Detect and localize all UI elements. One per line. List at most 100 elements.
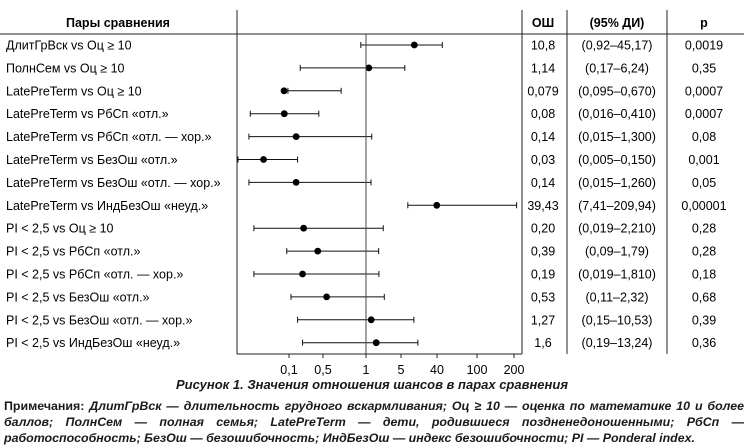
or-value: 1,27	[531, 313, 555, 327]
or-value: 0,53	[531, 290, 555, 304]
ci-value: (7,41–209,94)	[578, 199, 656, 213]
forest-row: LatePreTerm vs БезОш «отл. — хор.» 0,14 (0…	[6, 176, 716, 190]
forest-row: PI < 2,5 vs РбСп «отл. — хор.» 0,19 (0,019…	[6, 268, 716, 282]
ci-value: (0,005–0,150)	[578, 153, 656, 167]
forest-row: PI < 2,5 vs Оц ≥ 10 0,20 (0,019–2,210) 0,28	[6, 222, 716, 236]
ci-value: (0,015–1,260)	[578, 176, 656, 190]
x-tick-label: 0,1	[280, 363, 297, 377]
p-value: 0,0007	[685, 84, 723, 98]
row-label: LatePreTerm vs БезОш «отл. — хор.»	[6, 176, 221, 190]
or-point	[365, 64, 373, 72]
row-label: PI < 2,5 vs БезОш «отл. — хор.»	[6, 313, 192, 327]
or-point	[300, 224, 308, 232]
or-point	[410, 41, 418, 49]
header-or: ОШ	[532, 16, 554, 30]
header-p: p	[700, 16, 708, 30]
x-tick-label: 5	[398, 363, 405, 377]
ci-value: (0,11–2,32)	[585, 290, 648, 304]
figure-notes: Примечания: ДлитГрВск — длительность гру…	[4, 398, 744, 446]
figure-caption: Рисунок 1. Значения отношения шансов в п…	[175, 377, 568, 392]
or-value: 1,14	[531, 61, 555, 75]
notes-text: ДлитГрВск — длительность грудного вскарм…	[4, 399, 744, 445]
forest-row: PI < 2,5 vs БезОш «отл.» 0,53 (0,11–2,32) 0…	[6, 290, 716, 304]
x-tick-label: 100	[467, 363, 488, 377]
or-point	[260, 156, 267, 163]
forest-row: PI < 2,5 vs РбСп «отл.» 0,39 (0,09–1,79) 0,…	[6, 245, 716, 259]
row-label: PI < 2,5 vs РбСп «отл. — хор.»	[6, 268, 183, 282]
p-value: 0,08	[692, 130, 716, 144]
p-value: 0,28	[692, 222, 716, 236]
forest-row: LatePreTerm vs ИндБезОш «неуд.» 39,43 (7,4…	[6, 199, 727, 213]
or-value: 39,43	[527, 199, 558, 213]
or-point	[314, 247, 322, 255]
column-headers: Пары сравнения ОШ (95% ДИ) p	[66, 16, 708, 30]
p-value: 0,68	[692, 290, 716, 304]
header-ci: (95% ДИ)	[590, 16, 645, 30]
forest-row: LatePreTerm vs БезОш «отл.» 0,03 (0,005–0,…	[6, 153, 720, 167]
or-value: 0,14	[531, 176, 555, 190]
or-value: 0,19	[531, 268, 555, 282]
p-value: 0,00001	[681, 199, 726, 213]
row-label: LatePreTerm vs РбСп «отл. — хор.»	[6, 130, 212, 144]
forest-rows: ДлитГрВск vs Оц ≥ 10 10,8 (0,92–45,17) 0,00…	[6, 39, 727, 351]
ci-value: (0,19–13,24)	[582, 336, 653, 350]
or-value: 10,8	[531, 39, 555, 53]
ci-value: (0,095–0,670)	[578, 84, 656, 98]
or-point	[280, 110, 288, 118]
row-label: LatePreTerm vs РбСп «отл.»	[6, 107, 169, 121]
p-value: 0,001	[688, 153, 719, 167]
or-point	[323, 293, 331, 301]
or-point	[367, 316, 375, 324]
ci-value: (0,15–10,53)	[582, 313, 653, 327]
or-point	[292, 133, 300, 140]
p-value: 0,36	[692, 336, 716, 350]
or-value: 0,39	[531, 245, 555, 259]
forest-row: PI < 2,5 vs ИндБезОш «неуд.» 1,6 (0,19–13,…	[6, 336, 716, 350]
x-ticks: 0,1 0,5 1 5 40 100 200	[280, 354, 524, 377]
x-axis: 0,1 0,5 1 5 40 100 200	[237, 34, 524, 377]
forest-row: LatePreTerm vs Оц ≥ 10 0,079 (0,095–0,670)…	[6, 84, 723, 98]
or-point	[372, 339, 380, 347]
or-point	[292, 179, 300, 186]
p-value: 0,39	[692, 313, 716, 327]
table-borders	[0, 10, 744, 354]
x-tick-label: 0,5	[314, 363, 331, 377]
p-value: 0,28	[692, 245, 716, 259]
or-value: 0,079	[527, 84, 558, 98]
row-label: PI < 2,5 vs БезОш «отл.»	[6, 290, 150, 304]
forest-row: LatePreTerm vs РбСп «отл.» 0,08 (0,016–0,4…	[6, 107, 723, 121]
row-label: LatePreTerm vs ИндБезОш «неуд.»	[6, 199, 208, 213]
ci-value: (0,019–2,210)	[578, 222, 656, 236]
ci-value: (0,92–45,17)	[582, 39, 653, 53]
notes-title: Примечания:	[4, 399, 85, 413]
ci-value: (0,019–1,810)	[578, 268, 656, 282]
p-value: 0,0007	[685, 107, 723, 121]
ci-value: (0,09–1,79)	[585, 245, 649, 259]
or-point	[433, 201, 441, 209]
or-point	[299, 270, 306, 278]
or-value: 0,20	[531, 222, 555, 236]
or-value: 0,14	[531, 130, 555, 144]
row-label: ДлитГрВск vs Оц ≥ 10	[6, 39, 132, 53]
forest-row: ДлитГрВск vs Оц ≥ 10 10,8 (0,92–45,17) 0,00…	[6, 39, 723, 53]
p-value: 0,05	[692, 176, 716, 190]
row-label: PI < 2,5 vs Оц ≥ 10	[6, 222, 114, 236]
ci-value: (0,015–1,300)	[578, 130, 656, 144]
p-value: 0,18	[692, 268, 716, 282]
row-label: PI < 2,5 vs ИндБезОш «неуд.»	[6, 336, 180, 350]
forest-row: LatePreTerm vs РбСп «отл. — хор.» 0,14 (0,…	[6, 130, 716, 144]
row-label: LatePreTerm vs БезОш «отл.»	[6, 153, 178, 167]
row-label: PI < 2,5 vs РбСп «отл.»	[6, 245, 140, 259]
ci-value: (0,016–0,410)	[578, 107, 656, 121]
forest-plot: Пары сравнения ОШ (95% ДИ) p ДлитГрВск v…	[0, 10, 744, 377]
forest-row: PI < 2,5 vs БезОш «отл. — хор.» 1,27 (0,15…	[6, 313, 716, 327]
row-label: ПолнСем vs Оц ≥ 10	[6, 61, 125, 75]
forest-row: ПолнСем vs Оц ≥ 10 1,14 (0,17–6,24) 0,35	[6, 61, 716, 75]
or-point	[280, 87, 288, 95]
row-label: LatePreTerm vs Оц ≥ 10	[6, 84, 142, 98]
p-value: 0,35	[692, 61, 716, 75]
x-tick-label: 40	[430, 363, 444, 377]
x-tick-label: 200	[504, 363, 525, 377]
or-value: 0,03	[531, 153, 555, 167]
or-value: 1,6	[534, 336, 551, 350]
